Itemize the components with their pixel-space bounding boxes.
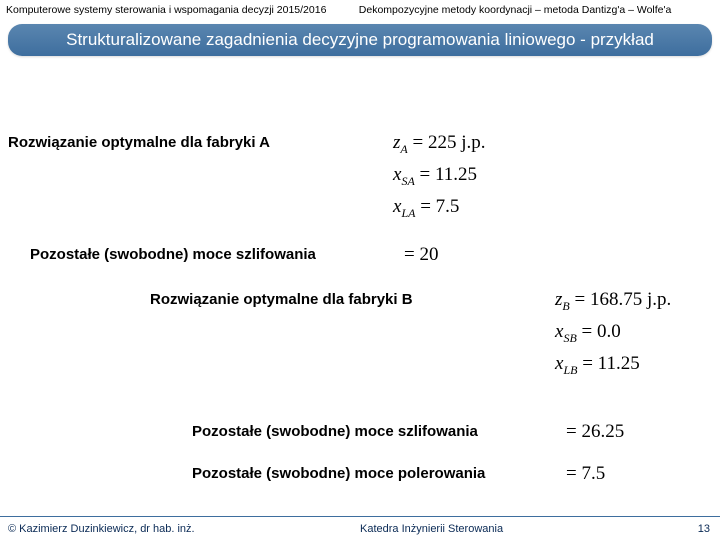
- eq-xlb: xLB = 11.25: [555, 353, 640, 378]
- eq-xsb: xSB = 0.0: [555, 321, 621, 346]
- footer-author: © Kazimierz Duzinkiewicz, dr hab. inż.: [0, 523, 360, 535]
- header: Komputerowe systemy sterowania i wspomag…: [0, 0, 720, 22]
- eq-z-b: zB = 168.75 j.p.: [555, 289, 671, 314]
- section-a-remaining-val: = 20: [404, 244, 438, 266]
- footer: © Kazimierz Duzinkiewicz, dr hab. inż. K…: [0, 516, 720, 540]
- section-a-remaining-label: Pozostałe (swobodne) moce szlifowania: [30, 246, 316, 263]
- section-b-remain-polish-label: Pozostałe (swobodne) moce polerowania: [192, 465, 485, 482]
- footer-dept: Katedra Inżynierii Sterowania: [360, 523, 680, 535]
- header-left: Komputerowe systemy sterowania i wspomag…: [0, 0, 353, 22]
- eq-z-a: zA = 225 j.p.: [393, 132, 486, 157]
- eq-xla: xLA = 7.5: [393, 196, 459, 221]
- section-a-heading: Rozwiązanie optymalne dla fabryki A: [8, 134, 270, 151]
- header-right: Dekompozycyjne metody koordynacji – meto…: [353, 0, 720, 22]
- section-b-heading: Rozwiązanie optymalne dla fabryki B: [150, 291, 413, 308]
- section-b-remain-polish-val: = 7.5: [566, 463, 605, 485]
- footer-page: 13: [680, 523, 720, 535]
- section-b-remain-grind-label: Pozostałe (swobodne) moce szlifowania: [192, 423, 478, 440]
- section-b-remain-grind-val: = 26.25: [566, 421, 624, 443]
- page-title: Strukturalizowane zagadnienia decyzyjne …: [8, 24, 712, 56]
- eq-xsa: xSA = 11.25: [393, 164, 477, 189]
